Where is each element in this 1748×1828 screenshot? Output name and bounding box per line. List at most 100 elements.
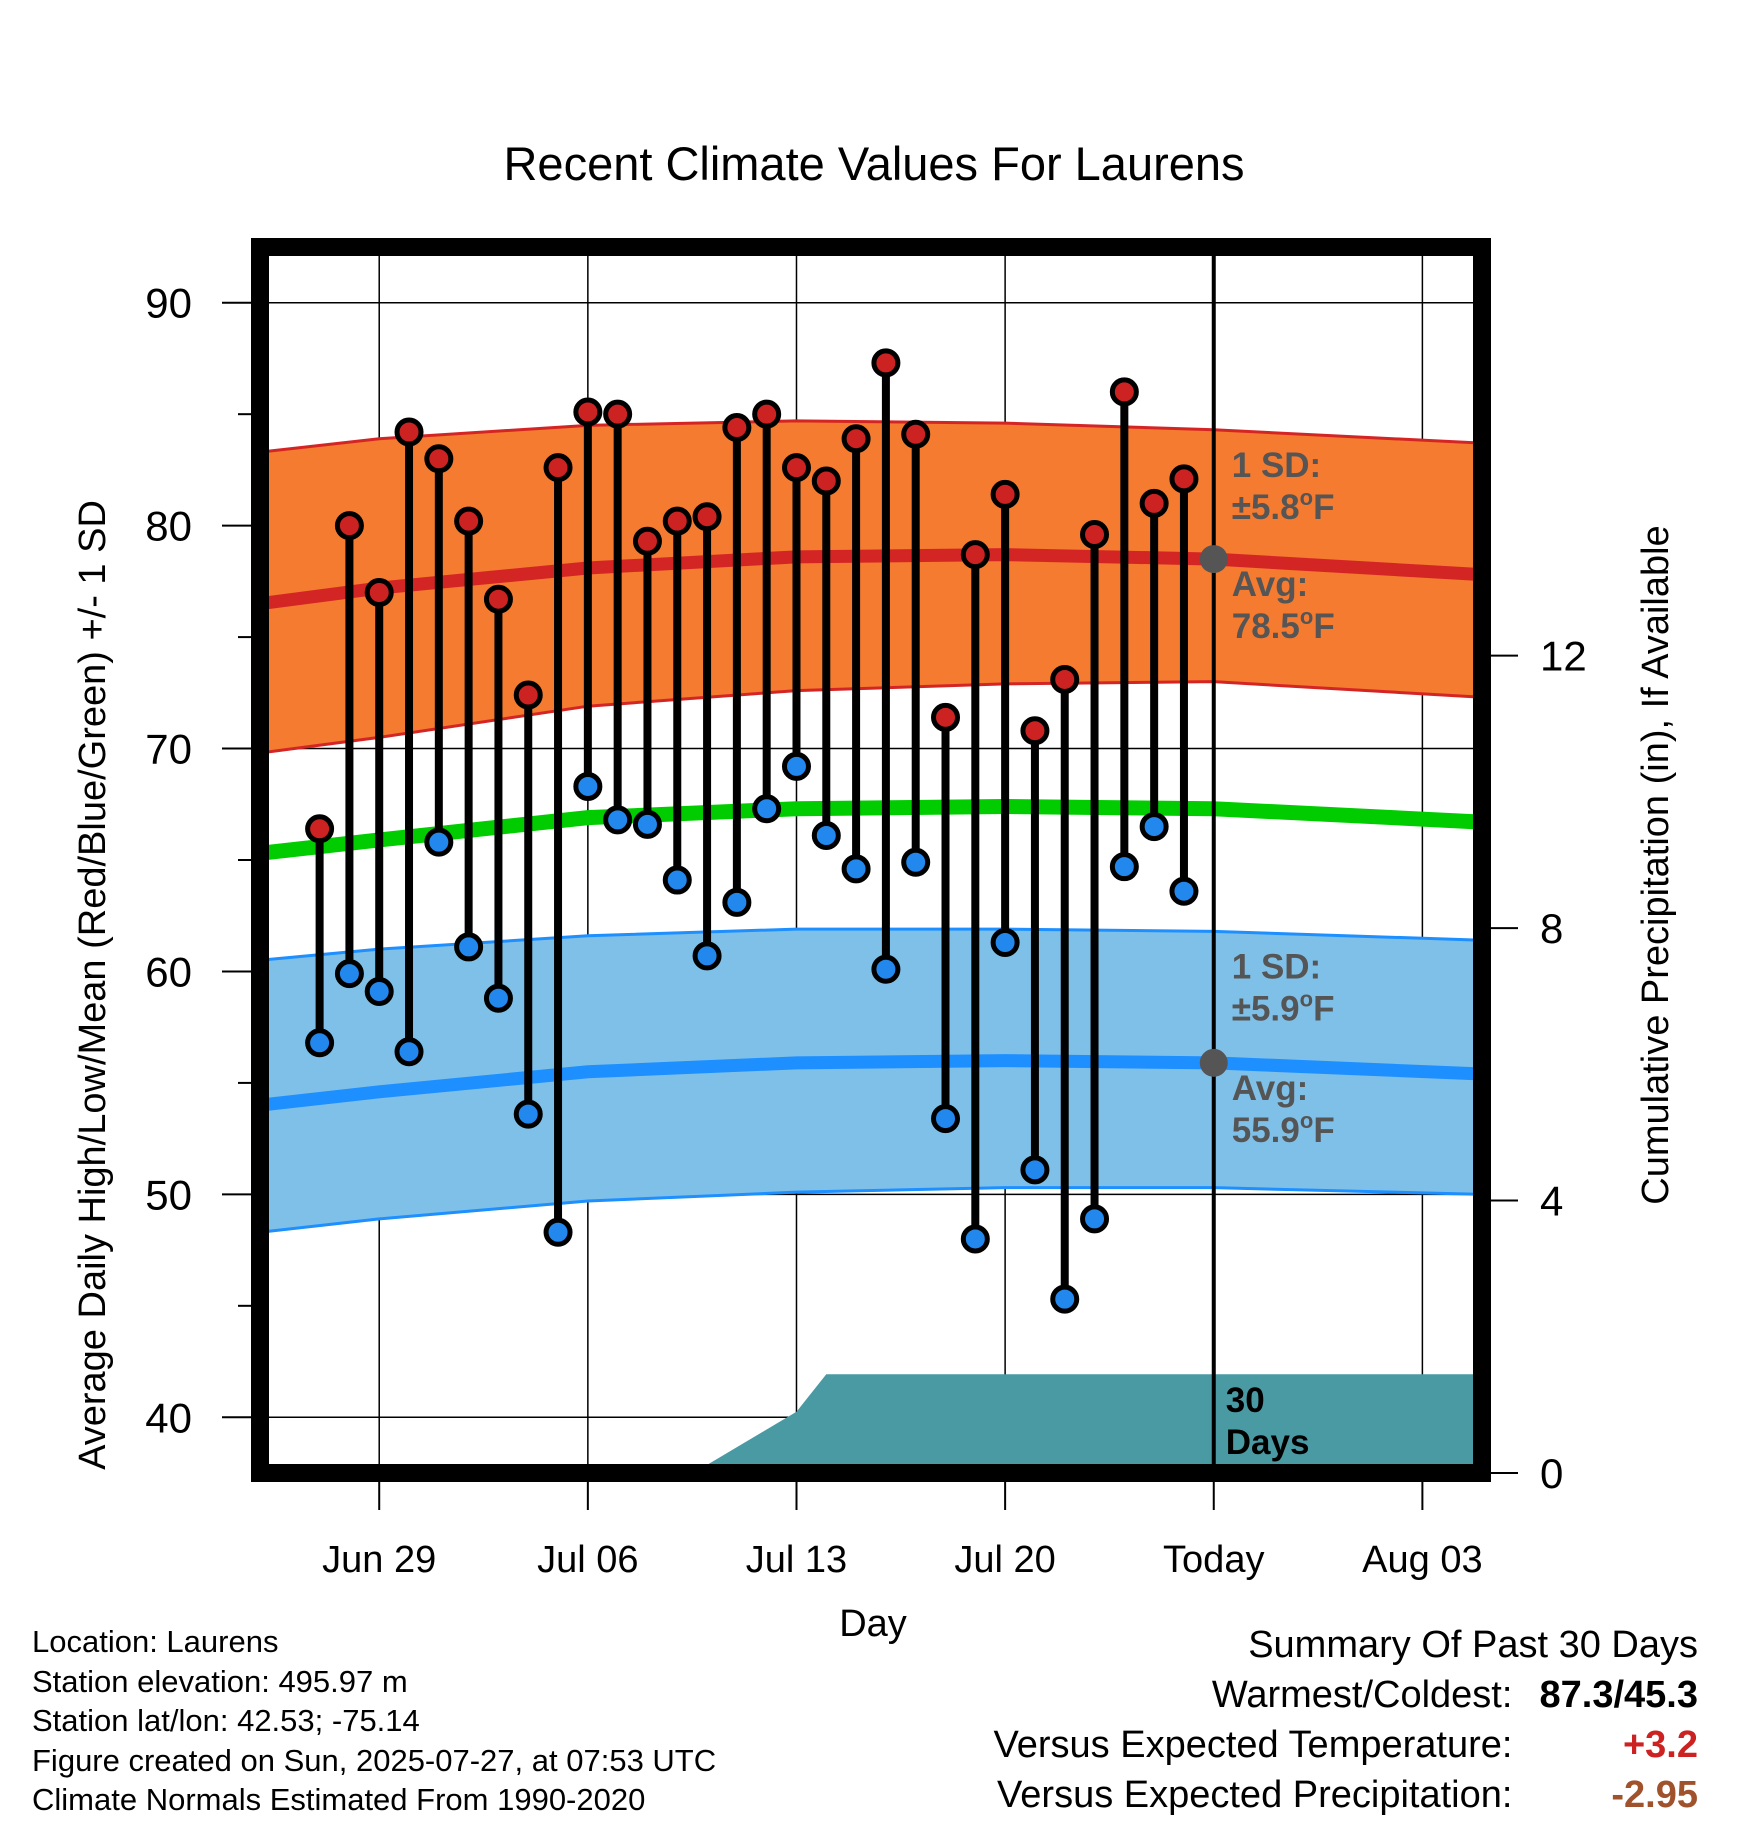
precip-area bbox=[260, 1374, 1482, 1473]
daily-low-point bbox=[960, 1224, 990, 1254]
daily-high-point bbox=[811, 466, 841, 496]
x-axis-label: Day bbox=[839, 1603, 907, 1645]
daily-low-point bbox=[1050, 1284, 1080, 1314]
temp-versus-value: +3.2 bbox=[1622, 1724, 1698, 1766]
warmest-coldest-label: Warmest/Coldest: bbox=[1211, 1674, 1513, 1716]
daily-low-point bbox=[1109, 852, 1139, 882]
high-avg-label: Avg: bbox=[1232, 565, 1308, 604]
daily-high-point bbox=[305, 814, 335, 844]
plot-frame bbox=[251, 238, 1491, 1482]
daily-low-point bbox=[305, 1028, 335, 1058]
summary-panel: Summary Of Past 30 Days Warmest/Coldest:… bbox=[994, 1620, 1698, 1820]
daily-low-point bbox=[334, 959, 364, 989]
y-tick-label: 60 bbox=[145, 948, 192, 995]
daily-low-point bbox=[1169, 876, 1199, 906]
daily-low-point bbox=[454, 932, 484, 962]
daily-high-point bbox=[573, 397, 603, 427]
created-text: Figure created on Sun, 2025-07-27, at 07… bbox=[32, 1742, 717, 1778]
y2-tick-label: 4 bbox=[1540, 1178, 1563, 1225]
x-tick-label: Jul 06 bbox=[537, 1539, 638, 1581]
daily-high-point bbox=[692, 502, 722, 532]
daily-low-point bbox=[513, 1099, 543, 1129]
y-tick-label: 40 bbox=[145, 1394, 192, 1441]
daily-high-point bbox=[781, 453, 811, 483]
daily-low-point bbox=[424, 827, 454, 857]
daily-low-point bbox=[603, 805, 633, 835]
daily-high-point bbox=[931, 702, 961, 732]
warmest-coldest-value: 87.3/45.3 bbox=[1539, 1674, 1698, 1716]
daily-high-point bbox=[990, 479, 1020, 509]
days-label-number: 30 bbox=[1226, 1381, 1265, 1420]
daily-high-point bbox=[841, 424, 871, 454]
y-tick-label: 50 bbox=[145, 1171, 192, 1218]
y-axis-label: Average Daily High/Low/Mean (Red/Blue/Gr… bbox=[72, 500, 114, 1470]
daily-high-point bbox=[483, 584, 513, 614]
daily-high-point bbox=[901, 419, 931, 449]
x-tick-label: Jul 13 bbox=[746, 1539, 847, 1581]
daily-high-point bbox=[752, 399, 782, 429]
y-tick-label: 90 bbox=[145, 280, 192, 327]
precip-versus-label: Versus Expected Precipitation: bbox=[997, 1774, 1513, 1816]
daily-high-point bbox=[632, 526, 662, 556]
daily-low-point bbox=[901, 847, 931, 877]
daily-high-point bbox=[1050, 664, 1080, 694]
days-label-word: Days bbox=[1226, 1423, 1310, 1462]
x-tick-label: Aug 03 bbox=[1362, 1539, 1482, 1581]
daily-low-point bbox=[1020, 1155, 1050, 1185]
low-avg-label: Avg: bbox=[1232, 1069, 1308, 1108]
precip-versus-value: -2.95 bbox=[1611, 1774, 1698, 1816]
daily-high-point bbox=[424, 444, 454, 474]
daily-low-point bbox=[811, 820, 841, 850]
y-tick-label: 70 bbox=[145, 726, 192, 773]
summary-row-warmest: Warmest/Coldest: 87.3/45.3 bbox=[994, 1670, 1698, 1720]
daily-high-point bbox=[394, 417, 424, 447]
high-sd-label: 1 SD: bbox=[1232, 446, 1321, 485]
daily-low-point bbox=[841, 854, 871, 884]
daily-high-point bbox=[1169, 464, 1199, 494]
summary-row-precip: Versus Expected Precipitation: -2.95 bbox=[994, 1770, 1698, 1820]
daily-high-point bbox=[1080, 520, 1110, 550]
x-tick-label: Today bbox=[1163, 1539, 1264, 1581]
high-sd-band bbox=[260, 420, 1482, 754]
daily-low-point bbox=[662, 865, 692, 895]
daily-high-point bbox=[543, 453, 573, 483]
high-avg-marker bbox=[1199, 545, 1228, 574]
daily-high-point bbox=[662, 506, 692, 536]
daily-low-point bbox=[632, 809, 662, 839]
daily-low-point bbox=[483, 983, 513, 1013]
daily-high-point bbox=[513, 680, 543, 710]
daily-low-point bbox=[1080, 1204, 1110, 1234]
daily-low-point bbox=[931, 1104, 961, 1134]
daily-high-point bbox=[960, 540, 990, 570]
low-avg-marker bbox=[1199, 1048, 1228, 1077]
high-avg-value: 78.5oF bbox=[1232, 604, 1335, 646]
location-text: Location: Laurens bbox=[32, 1624, 279, 1659]
daily-low-point bbox=[573, 771, 603, 801]
daily-high-point bbox=[722, 413, 752, 443]
summary-title: Summary Of Past 30 Days bbox=[1248, 1624, 1698, 1666]
daily-low-point bbox=[752, 794, 782, 824]
y2-axis-label: Cumulative Precipitation (in), If Availa… bbox=[1635, 525, 1677, 1204]
y2-tick-label: 8 bbox=[1540, 905, 1563, 952]
y2-tick-label: 0 bbox=[1540, 1450, 1563, 1497]
low-sd-value: ±5.9oF bbox=[1232, 986, 1335, 1028]
high-sd-value: ±5.8oF bbox=[1232, 485, 1335, 527]
daily-low-point bbox=[364, 977, 394, 1007]
daily-high-point bbox=[1139, 488, 1169, 518]
summary-row-temp: Versus Expected Temperature: +3.2 bbox=[994, 1720, 1698, 1770]
daily-low-point bbox=[871, 954, 901, 984]
y2-tick-label: 12 bbox=[1540, 633, 1587, 680]
low-avg-value: 55.9oF bbox=[1232, 1108, 1335, 1150]
normals-text: Climate Normals Estimated From 1990-2020 bbox=[32, 1782, 646, 1817]
y-tick-label: 80 bbox=[145, 503, 192, 550]
low-sd-band bbox=[260, 929, 1482, 1233]
low-sd-label: 1 SD: bbox=[1232, 947, 1321, 986]
daily-high-point bbox=[364, 578, 394, 608]
daily-high-point bbox=[1109, 377, 1139, 407]
daily-high-point bbox=[454, 506, 484, 536]
daily-high-point bbox=[871, 348, 901, 378]
daily-low-point bbox=[1139, 812, 1169, 842]
daily-low-point bbox=[692, 941, 722, 971]
daily-low-point bbox=[543, 1217, 573, 1247]
daily-high-point bbox=[603, 399, 633, 429]
